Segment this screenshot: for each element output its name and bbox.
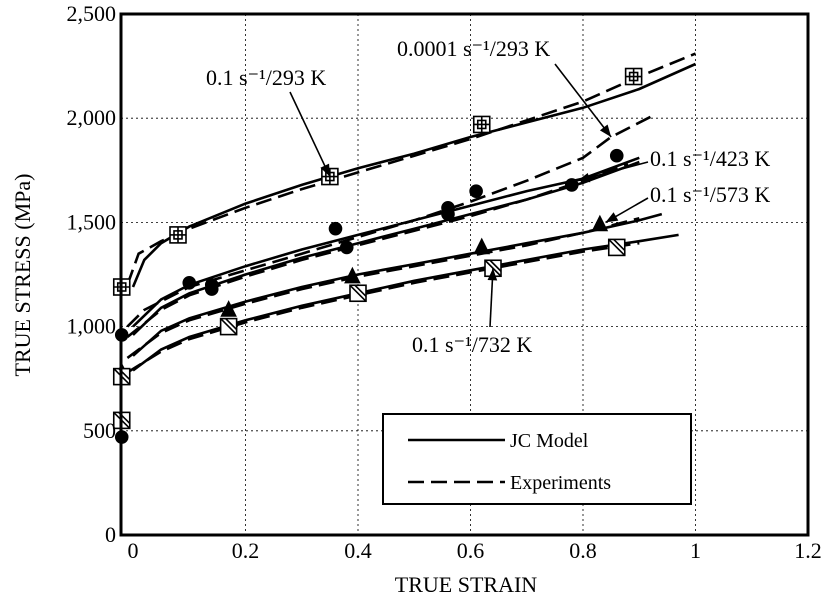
x-axis-title: TRUE STRAIN [395,572,538,597]
annotation-label: 0.1 s⁻¹/293 K [206,65,326,90]
annotation-arrow [487,268,498,328]
experiment-curve [126,216,640,359]
data-marker [344,266,361,284]
x-tick-label: 1 [690,538,701,563]
annotation-label: 0.1 s⁻¹/732 K [412,332,532,357]
experiment-curve [126,241,640,374]
data-markers [112,67,643,444]
curves [126,52,697,374]
data-marker [219,317,238,336]
annotation-arrow [577,161,649,183]
data-marker [472,115,491,134]
data-marker [349,284,367,303]
annotation-label: 0.0001 s⁻¹/293 K [397,36,550,61]
data-marker [591,214,609,232]
data-marker [624,67,643,86]
data-marker [609,148,624,163]
experiment-curve [126,52,696,286]
y-tick-label: 2,500 [67,1,117,26]
x-tick-label: 1.2 [794,538,822,563]
annotation-label: 0.1 s⁻¹/573 K [650,182,770,207]
data-marker [339,240,354,255]
data-marker [328,221,343,236]
data-marker [441,207,455,221]
model-curve [131,62,697,288]
y-tick-label: 500 [83,418,116,443]
legend-label-model: JC Model [510,430,589,452]
x-tick-label: 0.8 [569,538,597,563]
model-curve [132,233,679,372]
data-marker [220,300,237,317]
data-marker [169,226,187,244]
legend: JC Model Experiments [382,413,692,505]
legend-box [382,413,692,505]
x-tick-label: 0.6 [457,538,485,563]
data-marker [473,237,491,255]
data-marker [182,276,197,290]
experiment-curve [126,112,657,328]
plot-frame [119,12,810,537]
data-marker [564,178,579,192]
data-marker [607,238,626,257]
y-axis-title: TRUE STRESS (MPa) [10,174,35,377]
model-curve [132,156,640,328]
y-tick-label: 2,000 [67,105,117,130]
x-tick-label: 0.2 [232,538,260,563]
tick-labels: 0 0.2 0.4 0.6 0.8 1 1.2 0 500 1,000 1,500 2,000 2,50… [67,1,822,563]
data-marker [204,282,219,296]
legend-label-experiments: Experiments [510,472,611,494]
experiment-curve [126,162,629,339]
annotation-arrow [289,91,331,177]
annotation-arrow [554,63,612,138]
x-tick-label: 0 [128,538,139,563]
annotations: 0.1 s⁻¹/293 K 0.0001 s⁻¹/293 K 0.1 s⁻¹/4… [206,36,770,357]
data-marker [469,184,483,198]
y-tick-label: 1,000 [67,314,117,339]
annotation-label: 0.1 s⁻¹/423 K [650,146,770,171]
x-tick-label: 0.4 [344,538,372,563]
y-tick-label: 1,500 [67,209,117,234]
y-tick-label: 0 [105,522,116,547]
annotation-arrow [605,197,649,224]
